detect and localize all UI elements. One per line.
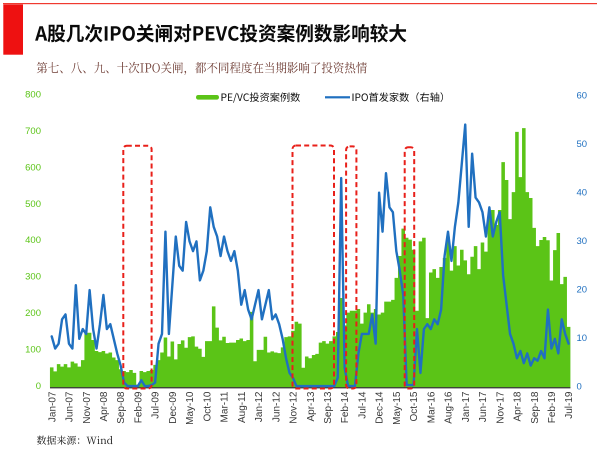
svg-text:Jul-09: Jul-09	[151, 391, 162, 419]
svg-text:10: 10	[577, 333, 588, 344]
svg-text:Sep-08: Sep-08	[116, 391, 127, 424]
svg-text:Jun-07: Jun-07	[65, 391, 76, 422]
svg-text:100: 100	[25, 345, 41, 356]
svg-text:Dec-14: Dec-14	[375, 391, 386, 424]
svg-text:Jun-17: Jun-17	[478, 391, 489, 422]
svg-text:Feb-09: Feb-09	[134, 391, 145, 423]
svg-text:400: 400	[25, 235, 41, 246]
svg-text:Nov-12: Nov-12	[289, 391, 300, 424]
svg-text:200: 200	[25, 308, 41, 319]
svg-text:Aug-11: Aug-11	[237, 391, 248, 423]
svg-text:Jul-19: Jul-19	[564, 391, 575, 419]
svg-text:60: 60	[577, 90, 588, 101]
svg-text:0: 0	[36, 381, 41, 392]
svg-text:Mar-11: Mar-11	[220, 391, 231, 422]
svg-text:50: 50	[577, 139, 588, 150]
svg-text:Mar-16: Mar-16	[426, 391, 437, 423]
svg-text:Jul-14: Jul-14	[358, 391, 369, 419]
svg-text:500: 500	[25, 199, 41, 210]
svg-text:Oct-10: Oct-10	[202, 391, 213, 421]
svg-text:0: 0	[577, 382, 582, 393]
svg-text:Sep-13: Sep-13	[323, 391, 334, 424]
svg-text:600: 600	[25, 162, 41, 173]
svg-text:May-15: May-15	[392, 391, 403, 425]
svg-text:May-10: May-10	[185, 391, 196, 425]
svg-text:Sep-18: Sep-18	[530, 391, 541, 424]
svg-text:Apr-18: Apr-18	[513, 391, 524, 421]
svg-text:Nov-07: Nov-07	[82, 391, 93, 424]
svg-text:Jan-07: Jan-07	[47, 391, 58, 422]
svg-text:Jan-17: Jan-17	[461, 391, 472, 422]
svg-text:Jun-12: Jun-12	[271, 391, 282, 422]
svg-text:300: 300	[25, 272, 41, 283]
svg-text:40: 40	[577, 188, 588, 199]
svg-text:Feb-14: Feb-14	[340, 391, 351, 423]
svg-text:20: 20	[577, 285, 588, 296]
svg-text:Nov-17: Nov-17	[495, 391, 506, 424]
svg-text:Apr-08: Apr-08	[99, 391, 110, 421]
svg-text:Jan-12: Jan-12	[254, 391, 265, 422]
svg-text:Apr-13: Apr-13	[306, 391, 317, 421]
svg-text:Feb-19: Feb-19	[547, 391, 558, 423]
svg-text:Dec-09: Dec-09	[168, 391, 179, 424]
svg-text:Aug-16: Aug-16	[444, 391, 455, 424]
svg-text:Oct-15: Oct-15	[409, 391, 420, 421]
svg-text:30: 30	[577, 236, 588, 247]
svg-text:700: 700	[25, 126, 41, 137]
svg-text:800: 800	[25, 89, 41, 100]
